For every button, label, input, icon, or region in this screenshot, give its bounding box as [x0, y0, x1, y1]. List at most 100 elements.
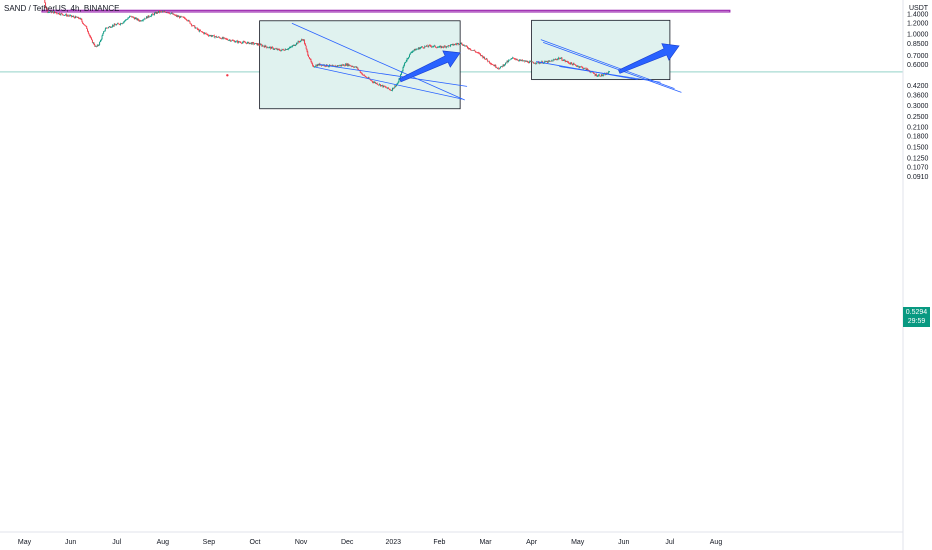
candle-body — [359, 70, 361, 73]
candle-body — [364, 75, 366, 77]
candle-body — [504, 64, 506, 66]
candle-body — [600, 76, 602, 77]
candle-body — [588, 70, 589, 71]
candle-body — [570, 62, 572, 65]
candle-body — [469, 48, 471, 50]
trendline-4[interactable] — [540, 39, 675, 89]
candle-body — [560, 57, 562, 59]
candle-body — [193, 25, 195, 26]
candle-body — [511, 58, 513, 59]
candle-body — [554, 59, 556, 61]
candle-body — [79, 18, 80, 20]
candle-body — [521, 59, 523, 61]
candle-body — [332, 65, 334, 67]
candle-body — [333, 65, 335, 67]
candle-body — [265, 45, 267, 47]
candle-body — [114, 24, 116, 25]
candle-body — [101, 35, 103, 40]
bullish-arrow-1[interactable] — [399, 50, 461, 83]
candle-body — [453, 44, 455, 46]
candle-body — [343, 64, 345, 66]
symbol-title[interactable]: SAND / TetherUS, 4h, BINANCE — [4, 4, 120, 13]
candle-body — [183, 17, 184, 18]
x-tick-label: Jul — [112, 539, 121, 546]
candle-body — [580, 66, 582, 68]
candle-body — [536, 61, 538, 64]
candle-body — [559, 58, 561, 60]
candle-body — [202, 32, 204, 33]
candle-body — [76, 17, 78, 18]
candle-body — [606, 73, 608, 74]
candle-body — [380, 85, 382, 87]
candle-body — [229, 39, 231, 42]
candle-body — [111, 26, 113, 28]
candle-body — [68, 15, 70, 17]
candle-body — [234, 41, 236, 43]
candle-body — [163, 11, 165, 12]
candle-body — [413, 50, 414, 52]
candle-body — [483, 56, 485, 58]
candle-body — [547, 60, 549, 63]
candle-body — [239, 42, 241, 43]
candle-body — [59, 14, 61, 15]
candle-body — [473, 50, 475, 51]
candle-body — [104, 30, 105, 32]
trendline-7[interactable] — [559, 66, 661, 83]
candle-body — [596, 74, 598, 77]
bullish-arrow-2[interactable] — [618, 43, 680, 74]
candle-body — [133, 16, 134, 18]
candle-body — [271, 47, 272, 49]
candle-body — [392, 87, 393, 91]
pattern-box-2[interactable] — [531, 19, 671, 81]
candle-body — [308, 57, 310, 59]
candle-body — [334, 65, 336, 67]
candle-body — [388, 87, 389, 89]
trendline-2[interactable] — [319, 64, 468, 87]
candle-body — [145, 16, 147, 19]
candle-body — [513, 58, 515, 59]
candle-body — [303, 39, 305, 41]
candle-body — [480, 55, 482, 56]
candle-body — [396, 83, 398, 85]
candle-body — [258, 43, 260, 45]
x-tick-label: Nov — [295, 539, 308, 546]
candle-body — [209, 35, 211, 36]
candle-body — [520, 59, 522, 61]
candle-body — [405, 60, 407, 63]
candle-body — [482, 56, 484, 58]
x-tick-label: 2023 — [386, 539, 402, 546]
candle-body — [327, 66, 329, 67]
candle-body — [250, 42, 252, 45]
candle-body — [363, 74, 365, 76]
candle-body — [475, 51, 477, 53]
resistance-zone[interactable] — [41, 9, 731, 13]
candle-body — [189, 21, 191, 24]
candle-body — [266, 47, 268, 49]
candle-body — [63, 15, 65, 16]
y-tick-label: 0.7000 — [907, 53, 929, 60]
trendline-3[interactable] — [314, 66, 463, 100]
candle-body — [244, 41, 246, 43]
trendline-1[interactable] — [291, 22, 465, 101]
candle-body — [426, 45, 428, 47]
candle-body — [381, 85, 383, 86]
candle-body — [340, 65, 342, 66]
drawings[interactable] — [226, 22, 682, 101]
candle-body — [272, 47, 274, 50]
candle-body — [125, 19, 127, 21]
candle-body — [406, 58, 408, 61]
candle-body — [342, 64, 344, 66]
candle-body — [178, 16, 180, 17]
candle-body — [434, 45, 436, 48]
candle-body — [367, 77, 369, 79]
candle-body — [298, 41, 300, 42]
candle-body — [416, 49, 418, 50]
candle-body — [82, 21, 84, 24]
candle-body — [155, 12, 157, 14]
candle-body — [96, 44, 98, 47]
candle-body — [60, 13, 62, 15]
highlight-boxes[interactable] — [41, 9, 731, 110]
trendline-5[interactable] — [542, 41, 682, 93]
candle-body — [48, 12, 50, 13]
